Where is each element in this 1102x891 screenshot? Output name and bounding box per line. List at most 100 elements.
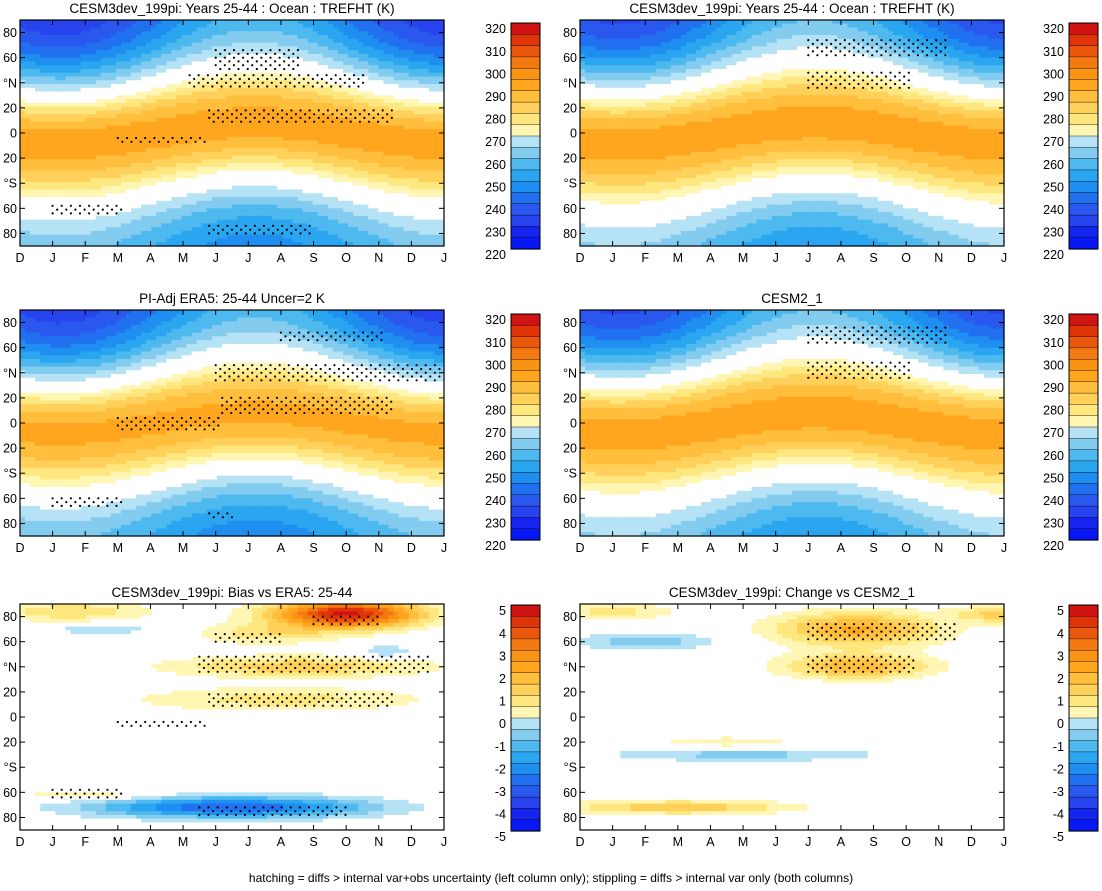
- heatmap-cell: [434, 24, 440, 28]
- heatmap-cell: [429, 20, 435, 24]
- heatmap-cell: [247, 31, 253, 35]
- heatmap-cell: [383, 43, 389, 47]
- heatmap-cell: [101, 46, 107, 50]
- heatmap-cell: [399, 39, 405, 43]
- heatmap-cell: [288, 24, 294, 28]
- heatmap-cell: [237, 39, 243, 43]
- heatmap-cell: [409, 35, 415, 39]
- heatmap-cell: [212, 69, 218, 73]
- heatmap-cell: [131, 43, 137, 47]
- heatmap-cell: [388, 28, 394, 32]
- heatmap-cell: [35, 65, 41, 69]
- heatmap-cell: [161, 20, 167, 24]
- heatmap-cell: [96, 73, 102, 77]
- heatmap-cell: [383, 54, 389, 58]
- heatmap-cell: [217, 39, 223, 43]
- heatmap-cell: [161, 69, 167, 73]
- heatmap-cell: [86, 58, 92, 62]
- heatmap-cell: [358, 43, 364, 47]
- heatmap-cell: [217, 43, 223, 47]
- heatmap-cell: [363, 39, 369, 43]
- heatmap-cell: [126, 20, 132, 24]
- heatmap-cell: [101, 31, 107, 35]
- heatmap-cell: [373, 46, 379, 50]
- heatmap-cell: [176, 61, 182, 65]
- heatmap-cell: [272, 24, 278, 28]
- heatmap-cell: [50, 28, 56, 32]
- heatmap-cell: [131, 20, 137, 24]
- heatmap-cell: [378, 50, 384, 54]
- heatmap-cell: [277, 43, 283, 47]
- heatmap-cell: [35, 31, 41, 35]
- heatmap-cell: [202, 20, 208, 24]
- heatmap-cell: [182, 43, 188, 47]
- heatmap-cell: [414, 61, 420, 65]
- heatmap-cell: [141, 54, 147, 58]
- heatmap-cell: [197, 20, 203, 24]
- heatmap-cell: [192, 46, 198, 50]
- heatmap-cell: [338, 24, 344, 28]
- heatmap-cell: [313, 61, 319, 65]
- heatmap-cell: [308, 43, 314, 47]
- heatmap-cell: [378, 46, 384, 50]
- heatmap-cell: [25, 24, 31, 28]
- heatmap-cell: [187, 50, 193, 54]
- heatmap-cell: [404, 24, 410, 28]
- heatmap-cell: [136, 43, 142, 47]
- heatmap-cell: [202, 28, 208, 32]
- heatmap-cell: [293, 28, 299, 32]
- heatmap-cell: [373, 69, 379, 73]
- heatmap-cell: [348, 35, 354, 39]
- heatmap-cell: [388, 65, 394, 69]
- heatmap-cell: [121, 65, 127, 69]
- heatmap-cell: [217, 31, 223, 35]
- heatmap-cell: [414, 58, 420, 62]
- heatmap-cell: [106, 58, 112, 62]
- heatmap-cell: [242, 31, 248, 35]
- heatmap-cell: [91, 58, 97, 62]
- panel-1: CESM3dev_199pi: Years 25-44 : Ocean : TR…: [3, 1, 540, 265]
- heatmap-cell: [45, 54, 51, 58]
- heatmap-cell: [333, 31, 339, 35]
- heatmap-cell: [257, 24, 263, 28]
- heatmap-cell: [237, 46, 243, 50]
- heatmap-cell: [373, 35, 379, 39]
- heatmap-cell: [55, 50, 61, 54]
- heatmap-cell: [96, 61, 102, 65]
- heatmap-cell: [358, 39, 364, 43]
- heatmap-cell: [237, 20, 243, 24]
- heatmap-cell: [65, 69, 71, 73]
- heatmap-cell: [45, 58, 51, 62]
- heatmap-cell: [424, 28, 430, 32]
- heatmap-cell: [30, 31, 36, 35]
- heatmap-cell: [227, 43, 233, 47]
- heatmap-cell: [318, 31, 324, 35]
- heatmap-cell: [212, 39, 218, 43]
- heatmap-cell: [40, 54, 46, 58]
- heatmap-cell: [126, 73, 132, 77]
- heatmap-cell: [434, 54, 440, 58]
- heatmap-cell: [101, 61, 107, 65]
- heatmap-cell: [282, 24, 288, 28]
- heatmap-cell: [353, 65, 359, 69]
- heatmap-cell: [86, 28, 92, 32]
- heatmap-cell: [86, 54, 92, 58]
- heatmap-cell: [171, 65, 177, 69]
- heatmap-cell: [394, 61, 400, 65]
- heatmap-cell: [227, 20, 233, 24]
- heatmap-cell: [227, 35, 233, 39]
- heatmap-cell: [288, 43, 294, 47]
- heatmap-cell: [333, 61, 339, 65]
- heatmap-cell: [333, 58, 339, 62]
- heatmap-cell: [414, 28, 420, 32]
- heatmap-cell: [272, 46, 278, 50]
- heatmap-cell: [429, 31, 435, 35]
- heatmap-cell: [81, 54, 87, 58]
- heatmap-cell: [40, 43, 46, 47]
- heatmap-cell: [70, 54, 76, 58]
- heatmap-cell: [328, 54, 334, 58]
- heatmap-cell: [222, 43, 228, 47]
- heatmap-cell: [328, 65, 334, 69]
- heatmap-cell: [237, 31, 243, 35]
- heatmap-cell: [30, 28, 36, 32]
